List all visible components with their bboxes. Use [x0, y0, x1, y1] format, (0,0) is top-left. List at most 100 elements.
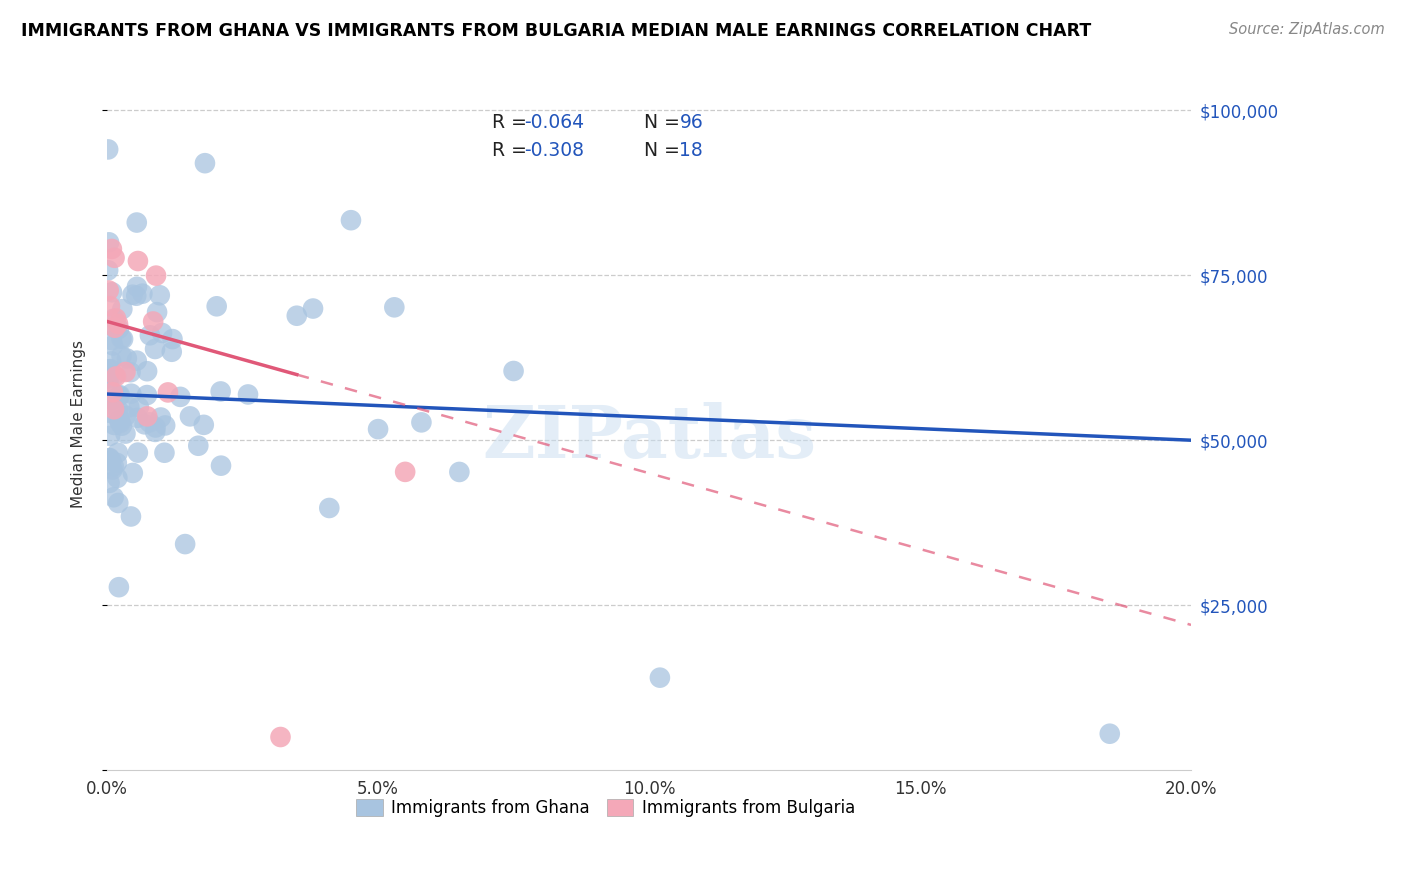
- Text: Source: ZipAtlas.com: Source: ZipAtlas.com: [1229, 22, 1385, 37]
- Point: [101, 333, 124, 347]
- Point: [318, 500, 340, 515]
- Point: [98, 475, 121, 490]
- Point: [101, 392, 124, 407]
- Point: [110, 349, 132, 363]
- Point: [205, 299, 228, 313]
- Legend: Immigrants from Ghana, Immigrants from Bulgaria: Immigrants from Ghana, Immigrants from B…: [350, 792, 862, 824]
- Point: [108, 413, 131, 427]
- Point: [411, 416, 433, 430]
- Point: [103, 417, 125, 432]
- Point: [114, 365, 136, 379]
- Point: [101, 242, 124, 256]
- Point: [160, 344, 183, 359]
- Point: [125, 353, 148, 368]
- Point: [394, 465, 416, 479]
- Point: [143, 342, 166, 356]
- Text: N =: N =: [644, 141, 686, 160]
- Point: [97, 263, 120, 277]
- Point: [103, 402, 125, 417]
- Point: [187, 439, 209, 453]
- Point: [149, 288, 172, 302]
- Point: [131, 286, 153, 301]
- Point: [104, 369, 127, 384]
- Point: [101, 285, 124, 300]
- Point: [107, 496, 129, 510]
- Point: [153, 418, 176, 433]
- Text: N =: N =: [644, 113, 686, 132]
- Point: [120, 509, 142, 524]
- Point: [449, 465, 471, 479]
- Point: [120, 386, 142, 401]
- Point: [179, 409, 201, 424]
- Point: [174, 537, 197, 551]
- Point: [111, 418, 134, 433]
- Point: [98, 406, 121, 420]
- Text: -0.064: -0.064: [524, 113, 585, 132]
- Point: [103, 311, 125, 326]
- Point: [98, 299, 121, 313]
- Point: [127, 254, 149, 268]
- Point: [146, 305, 169, 319]
- Point: [142, 314, 165, 328]
- Point: [139, 328, 162, 343]
- Point: [103, 368, 125, 383]
- Point: [97, 362, 120, 376]
- Point: [105, 456, 128, 470]
- Text: R =: R =: [492, 141, 533, 160]
- Text: 96: 96: [679, 113, 703, 132]
- Point: [97, 375, 120, 389]
- Point: [97, 371, 120, 385]
- Point: [209, 384, 232, 399]
- Point: [138, 416, 160, 430]
- Point: [143, 425, 166, 439]
- Point: [382, 301, 405, 315]
- Point: [111, 302, 134, 317]
- Point: [302, 301, 325, 316]
- Point: [101, 462, 124, 476]
- Point: [120, 365, 142, 379]
- Point: [145, 420, 167, 434]
- Point: [110, 332, 132, 346]
- Point: [136, 364, 159, 378]
- Point: [104, 392, 127, 406]
- Point: [97, 284, 120, 298]
- Point: [115, 351, 138, 366]
- Point: [136, 409, 159, 424]
- Point: [108, 322, 131, 336]
- Y-axis label: Median Male Earnings: Median Male Earnings: [72, 340, 86, 508]
- Point: [169, 390, 191, 404]
- Point: [648, 671, 671, 685]
- Text: 18: 18: [679, 141, 703, 160]
- Point: [145, 268, 167, 283]
- Point: [108, 580, 131, 594]
- Point: [101, 385, 124, 400]
- Point: [340, 213, 363, 227]
- Point: [125, 289, 148, 303]
- Point: [162, 332, 184, 346]
- Point: [98, 451, 121, 466]
- Point: [114, 426, 136, 441]
- Point: [270, 730, 292, 744]
- Point: [115, 409, 138, 423]
- Point: [103, 490, 125, 504]
- Point: [101, 338, 124, 352]
- Point: [194, 156, 217, 170]
- Point: [104, 320, 127, 334]
- Point: [104, 311, 127, 326]
- Text: ZIPatlas: ZIPatlas: [482, 402, 815, 473]
- Point: [100, 354, 122, 368]
- Point: [107, 445, 129, 459]
- Point: [149, 410, 172, 425]
- Point: [118, 400, 141, 414]
- Point: [367, 422, 389, 436]
- Point: [105, 471, 128, 485]
- Point: [134, 417, 156, 432]
- Text: -0.308: -0.308: [524, 141, 585, 160]
- Text: R =: R =: [492, 113, 533, 132]
- Point: [100, 362, 122, 376]
- Point: [136, 388, 159, 402]
- Point: [112, 332, 135, 346]
- Point: [103, 251, 125, 265]
- Point: [98, 429, 121, 443]
- Point: [236, 387, 259, 401]
